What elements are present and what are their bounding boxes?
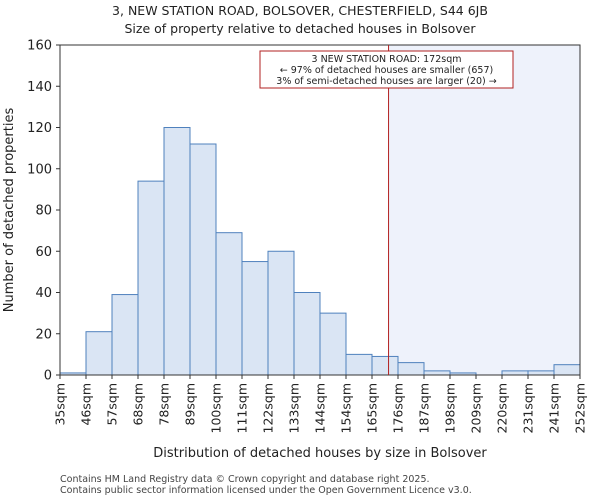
x-tick-label-187sqm: 187sqm — [417, 383, 432, 433]
x-tick-label-35sqm: 35sqm — [53, 383, 68, 426]
y-tick-label-160: 160 — [27, 39, 52, 54]
annotation-line-2: ← 97% of detached houses are smaller (65… — [280, 65, 493, 76]
x-tick-label-241sqm: 241sqm — [547, 383, 562, 433]
annotation-line-1: 3 NEW STATION ROAD: 172sqm — [312, 54, 462, 65]
x-tick-label-198sqm: 198sqm — [443, 383, 458, 433]
x-tick-label-209sqm: 209sqm — [469, 383, 484, 433]
x-axis-label: Distribution of detached houses by size … — [153, 446, 487, 461]
y-tick-label-0: 0 — [44, 369, 52, 384]
bar-46sqm — [85, 331, 113, 376]
bar-165sqm — [371, 355, 399, 376]
bar-176sqm — [397, 362, 425, 376]
x-tick-label-46sqm: 46sqm — [79, 383, 94, 426]
x-tick-label-220sqm: 220sqm — [495, 383, 510, 433]
x-tick-label-154sqm: 154sqm — [339, 383, 354, 433]
bar-144sqm — [319, 312, 347, 376]
x-tick-label-100sqm: 100sqm — [209, 383, 224, 433]
bar-231sqm — [527, 370, 555, 376]
y-tick-label-60: 60 — [35, 245, 52, 260]
chart-title-subtitle: Size of property relative to detached ho… — [124, 21, 476, 36]
annotation-box — [259, 50, 514, 89]
bar-111sqm — [241, 261, 269, 376]
x-tick-label-89sqm: 89sqm — [183, 383, 198, 426]
bar-100sqm — [215, 232, 243, 376]
x-tick-label-111sqm: 111sqm — [235, 383, 250, 433]
y-axis-label: Number of detached properties — [2, 108, 17, 313]
x-tick-label-252sqm: 252sqm — [573, 383, 588, 433]
footer-copyright: Contains HM Land Registry data © Crown c… — [60, 474, 430, 485]
bar-78sqm — [163, 127, 191, 376]
y-tick-label-20: 20 — [35, 327, 52, 342]
bar-57sqm — [111, 294, 139, 376]
chart-title-address: 3, NEW STATION ROAD, BOLSOVER, CHESTERFI… — [112, 3, 488, 18]
y-tick-label-120: 120 — [27, 121, 52, 136]
highlight-region — [388, 45, 580, 375]
x-tick-label-176sqm: 176sqm — [391, 383, 406, 433]
bar-187sqm — [423, 370, 451, 376]
x-tick-label-165sqm: 165sqm — [365, 383, 380, 433]
x-tick-label-78sqm: 78sqm — [157, 383, 172, 426]
bar-122sqm — [267, 250, 295, 376]
x-tick-label-122sqm: 122sqm — [261, 383, 276, 433]
y-tick-label-80: 80 — [35, 204, 52, 219]
bar-241sqm — [553, 364, 581, 376]
x-tick-label-231sqm: 231sqm — [521, 383, 536, 433]
y-tick-label-140: 140 — [27, 80, 52, 95]
bar-68sqm — [137, 180, 165, 376]
y-tick-label-40: 40 — [35, 286, 52, 301]
x-tick-label-144sqm: 144sqm — [313, 383, 328, 433]
y-tick-label-100: 100 — [27, 162, 52, 177]
bar-220sqm — [501, 370, 529, 376]
x-tick-label-57sqm: 57sqm — [105, 383, 120, 426]
bar-154sqm — [345, 353, 373, 376]
x-tick-label-68sqm: 68sqm — [131, 383, 146, 426]
bar-89sqm — [189, 143, 217, 376]
bar-133sqm — [293, 292, 321, 376]
footer-licence: Contains public sector information licen… — [60, 485, 472, 496]
annotation-line-3: 3% of semi-detached houses are larger (2… — [276, 76, 496, 87]
x-tick-label-133sqm: 133sqm — [287, 383, 302, 433]
